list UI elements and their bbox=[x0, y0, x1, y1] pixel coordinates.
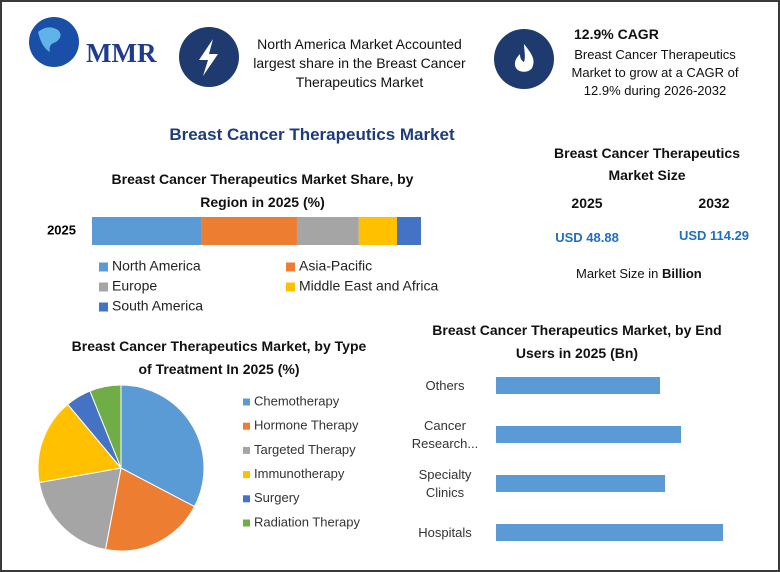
pie-slice bbox=[37, 403, 122, 484]
market-size-value: USD 114.29 bbox=[678, 228, 750, 243]
y-tick-label: Cancer Research... bbox=[411, 417, 479, 451]
logo-land bbox=[38, 27, 61, 52]
pie-slice bbox=[104, 467, 196, 552]
legend-label: Targeted Therapy bbox=[254, 442, 356, 457]
highlight-text: North America Market Accounted largest s… bbox=[253, 36, 466, 90]
icon-circle bbox=[494, 29, 554, 89]
chart-title: Breast Cancer Therapeutics Market, by Ty… bbox=[71, 338, 367, 377]
logo-text: MMR bbox=[86, 38, 157, 68]
legend-swatch bbox=[243, 398, 250, 406]
legend-swatch bbox=[99, 282, 108, 292]
bar bbox=[496, 377, 661, 394]
legend-swatch bbox=[243, 471, 250, 479]
market-size-value: USD 48.88 bbox=[555, 230, 619, 245]
legend-swatch bbox=[99, 302, 108, 312]
y-tick-label: Hospitals bbox=[418, 524, 472, 540]
legend-label: Radiation Therapy bbox=[254, 514, 360, 529]
legend-label: Asia-Pacific bbox=[299, 258, 372, 274]
note-text: Market Size in bbox=[576, 266, 659, 281]
legend-swatch bbox=[286, 282, 295, 292]
bar-segment bbox=[296, 217, 359, 245]
pie-slice bbox=[38, 467, 122, 551]
chart-title: Breast Cancer Therapeutics Market, by En… bbox=[432, 322, 722, 361]
legend-label: Chemotherapy bbox=[254, 393, 340, 408]
legend-swatch bbox=[286, 262, 295, 272]
year-label: 2032 bbox=[698, 195, 730, 211]
legend-label: Hormone Therapy bbox=[254, 418, 359, 433]
bar bbox=[496, 524, 723, 541]
bar-segment bbox=[92, 217, 202, 245]
legend-label: South America bbox=[112, 298, 203, 314]
legend-swatch bbox=[243, 519, 250, 527]
legend-label: Immunotherapy bbox=[254, 466, 345, 481]
legend-label: North America bbox=[112, 258, 201, 274]
legend-swatch bbox=[243, 422, 250, 430]
highlight-title: 12.9% CAGR bbox=[574, 26, 659, 42]
category-label: 2025 bbox=[47, 222, 76, 237]
flame-icon bbox=[514, 44, 534, 72]
bar bbox=[496, 475, 666, 492]
legend-swatch bbox=[99, 262, 108, 272]
legend-swatch bbox=[243, 446, 250, 454]
highlight-text: Breast Cancer Therapeutics Market to gro… bbox=[571, 47, 739, 98]
legend-swatch bbox=[243, 495, 250, 503]
bolt-icon bbox=[199, 39, 218, 76]
legend-label: Surgery bbox=[254, 490, 300, 505]
pie-slice bbox=[120, 384, 205, 508]
legend-label: Europe bbox=[112, 278, 157, 294]
main-title: Breast Cancer Therapeutics Market bbox=[169, 125, 455, 144]
y-tick-label: Others bbox=[425, 377, 465, 393]
bar-segment bbox=[201, 217, 297, 245]
y-tick-label: Specialty Clinics bbox=[418, 466, 472, 500]
bar-segment bbox=[358, 217, 397, 245]
chart-title: Breast Cancer Therapeutics Market Share,… bbox=[111, 171, 414, 210]
market-size-title: Breast Cancer Therapeutics Market Size bbox=[554, 145, 740, 183]
bar-segment bbox=[396, 217, 421, 245]
bar bbox=[496, 426, 682, 443]
pie-slice bbox=[89, 384, 122, 469]
market-size-note: Market Size in Billion bbox=[576, 266, 702, 281]
note-unit: Billion bbox=[662, 266, 702, 281]
legend-label: Middle East and Africa bbox=[299, 278, 439, 294]
year-label: 2025 bbox=[571, 195, 603, 211]
